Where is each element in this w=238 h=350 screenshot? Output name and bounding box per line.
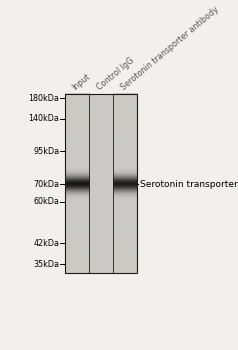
- Text: 35kDa: 35kDa: [33, 260, 59, 268]
- Text: 42kDa: 42kDa: [33, 239, 59, 248]
- Text: 95kDa: 95kDa: [33, 147, 59, 156]
- Text: 60kDa: 60kDa: [33, 197, 59, 206]
- Text: 70kDa: 70kDa: [33, 180, 59, 189]
- Bar: [64, 93, 137, 273]
- Text: Serotonin transporter: Serotonin transporter: [140, 180, 238, 189]
- Bar: [113, 93, 137, 273]
- Bar: [64, 93, 89, 273]
- Text: 180kDa: 180kDa: [28, 93, 59, 103]
- Text: Serotonin transporter antibody: Serotonin transporter antibody: [119, 5, 220, 92]
- Text: Input: Input: [71, 72, 92, 92]
- Text: Control IgG: Control IgG: [95, 56, 135, 92]
- Text: 140kDa: 140kDa: [28, 114, 59, 123]
- Bar: [89, 93, 113, 273]
